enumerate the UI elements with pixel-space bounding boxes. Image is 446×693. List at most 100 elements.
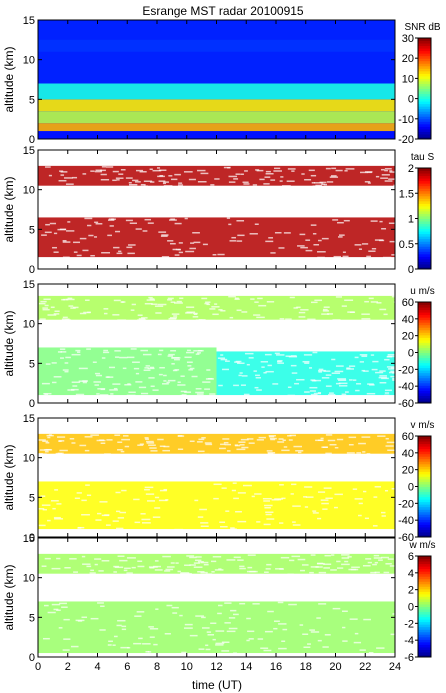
colorbar-tick-label: 40 (402, 448, 414, 460)
panel-4: 0 5 10 15 altitude (km) v m/s -60 -40 -20 0 20 40 60 (2, 413, 434, 544)
colorbar-label: tau S (411, 152, 435, 163)
y-axis-label: altitude (km) (2, 564, 16, 630)
colorbar-tick-label: -20 (398, 134, 414, 146)
y-tick-label: 10 (23, 55, 35, 67)
x-tick-label: 22 (359, 661, 371, 673)
heatmap-texture (41, 166, 395, 259)
colorbar-tick-label: 0 (408, 482, 414, 494)
colorbar-label: u m/s (410, 286, 434, 297)
figure-title: Esrange MST radar 20100915 (142, 4, 304, 18)
y-tick-label: 5 (29, 358, 35, 370)
y-tick-label: 15 (23, 279, 35, 291)
colorbar-tick-label: 0 (408, 602, 414, 614)
heatmap-field (38, 165, 395, 259)
heatmap-band-1 (38, 123, 395, 132)
colorbar-tick-label: -60 (398, 398, 414, 410)
y-axis-label: altitude (km) (2, 310, 16, 376)
colorbar-tick-label: 1.5 (399, 188, 414, 200)
y-tick-label: 5 (29, 94, 35, 106)
colorbar-tick-label: 30 (402, 33, 414, 45)
colorbar-tick-label: -2 (404, 618, 414, 630)
colorbar-tick-label: 4 (408, 568, 414, 580)
y-axis-label: altitude (km) (2, 46, 16, 112)
heatmap-band-2 (38, 111, 395, 124)
heatmap-texture (41, 554, 395, 655)
x-tick-label: 16 (270, 661, 282, 673)
y-tick-label: 10 (23, 453, 35, 465)
x-tick-label: 4 (94, 661, 100, 673)
colorbar-tick-label: 0 (408, 348, 414, 360)
colorbar-tick-label: -60 (398, 532, 414, 544)
heatmap-band-1 (38, 481, 395, 530)
colorbar (415, 167, 432, 270)
y-tick-label: 15 (23, 533, 35, 545)
colorbar-label: w m/s (408, 540, 435, 551)
colorbar (415, 555, 432, 658)
colorbar (415, 301, 432, 404)
y-tick-label: 0 (29, 134, 35, 146)
colorbar-tick-label: 0 (408, 264, 414, 276)
colorbar-tick-label: 6 (408, 551, 414, 563)
colorbar-tick-label: -40 (398, 515, 414, 527)
y-tick-label: 5 (29, 492, 35, 504)
x-tick-label: 0 (35, 661, 41, 673)
heatmap-band-3 (38, 295, 395, 320)
colorbar-tick-label: 60 (402, 297, 414, 309)
x-tick-label: 10 (181, 661, 193, 673)
y-tick-label: 15 (23, 413, 35, 425)
colorbar-tick-label: 20 (402, 53, 414, 65)
colorbar-tick-label: 2 (408, 585, 414, 597)
colorbar-tick-label: 20 (402, 331, 414, 343)
panel-1: 0 5 10 15 altitude (km) SNR dB -20 -10 0 10 20 30 (2, 15, 441, 146)
y-tick-label: 10 (23, 573, 35, 585)
heatmap-band-2 (38, 433, 395, 454)
x-tick-label: 12 (210, 661, 222, 673)
x-tick-label: 8 (154, 661, 160, 673)
colorbar-tick-label: 0.5 (399, 239, 414, 251)
y-tick-label: 10 (23, 185, 35, 197)
colorbar-tick-label: -10 (398, 114, 414, 126)
x-tick-label: 20 (329, 661, 341, 673)
heatmap-texture (38, 295, 395, 397)
heatmap-field (38, 295, 395, 397)
colorbar-tick-label: -20 (398, 498, 414, 510)
heatmap-field (38, 553, 395, 655)
heatmap-band-6 (38, 20, 395, 84)
x-axis-label: time (UT) (192, 678, 242, 692)
colorbar-tick-label: -20 (398, 364, 414, 376)
heatmap-texture (38, 434, 395, 531)
colorbar-tick-label: 1 (408, 214, 414, 226)
colorbar-tick-label: 20 (402, 465, 414, 477)
colorbar-tick-label: -4 (404, 635, 414, 647)
y-axis-label: altitude (km) (2, 176, 16, 242)
y-tick-label: 0 (29, 264, 35, 276)
colorbar-tick-label: 0 (408, 94, 414, 106)
y-tick-label: 15 (23, 15, 35, 27)
y-tick-label: 15 (23, 145, 35, 157)
heatmap-band-3 (38, 99, 395, 112)
y-tick-label: 5 (29, 612, 35, 624)
y-tick-label: 0 (29, 532, 35, 544)
y-tick-label: 0 (29, 398, 35, 410)
x-tick-label: 18 (300, 661, 312, 673)
heatmap-band-2 (38, 165, 395, 186)
colorbar-tick-label: 40 (402, 314, 414, 326)
heatmap-band-2 (216, 351, 395, 396)
colorbar-tick-label: 60 (402, 431, 414, 443)
panel-2: 0 5 10 15 altitude (km) tau S 0 0.5 1 1.5 2 (2, 145, 435, 276)
colorbar-tick-label: -40 (398, 381, 414, 393)
panel-3: 0 5 10 15 altitude (km) u m/s -60 -40 -20 0 20 40 60 (2, 279, 435, 410)
colorbar (415, 435, 432, 538)
y-tick-label: 10 (23, 319, 35, 331)
x-tick-label: 6 (124, 661, 130, 673)
heatmap-field (38, 433, 395, 531)
colorbar-tick-label: -6 (404, 652, 414, 664)
x-tick-label: 2 (65, 661, 71, 673)
y-axis-label: altitude (km) (2, 444, 16, 510)
x-tick-label: 24 (389, 661, 401, 673)
y-tick-label: 0 (29, 652, 35, 664)
colorbar-label: v m/s (411, 420, 435, 431)
heatmap-band-4 (38, 83, 395, 100)
